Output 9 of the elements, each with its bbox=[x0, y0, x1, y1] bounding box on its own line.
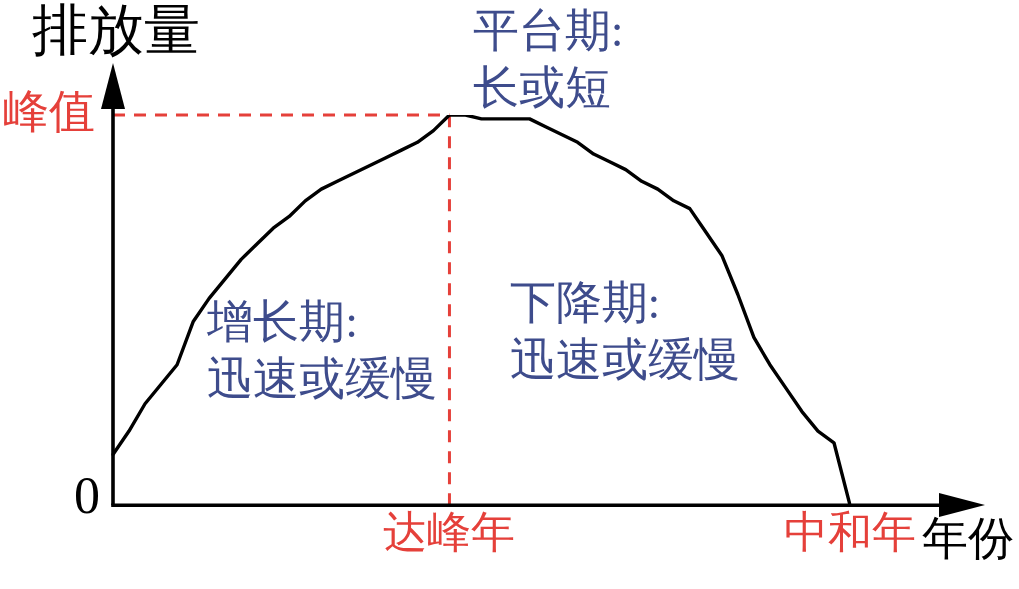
y-axis-title: 排放量 bbox=[32, 0, 200, 61]
x-tick-label: 达峰年 bbox=[383, 508, 516, 558]
annotation: 增长期: 迅速或缓慢 bbox=[206, 296, 438, 405]
ref-line-label: 峰值 bbox=[3, 86, 95, 138]
text: 平台期: 长或短 bbox=[472, 4, 624, 113]
x-tick-label: 中和年 bbox=[784, 508, 916, 558]
x-axis-title: 年份 bbox=[922, 513, 1014, 565]
annotation: 下降期: 迅速或缓慢 bbox=[509, 276, 740, 385]
text: 0 bbox=[74, 467, 100, 525]
